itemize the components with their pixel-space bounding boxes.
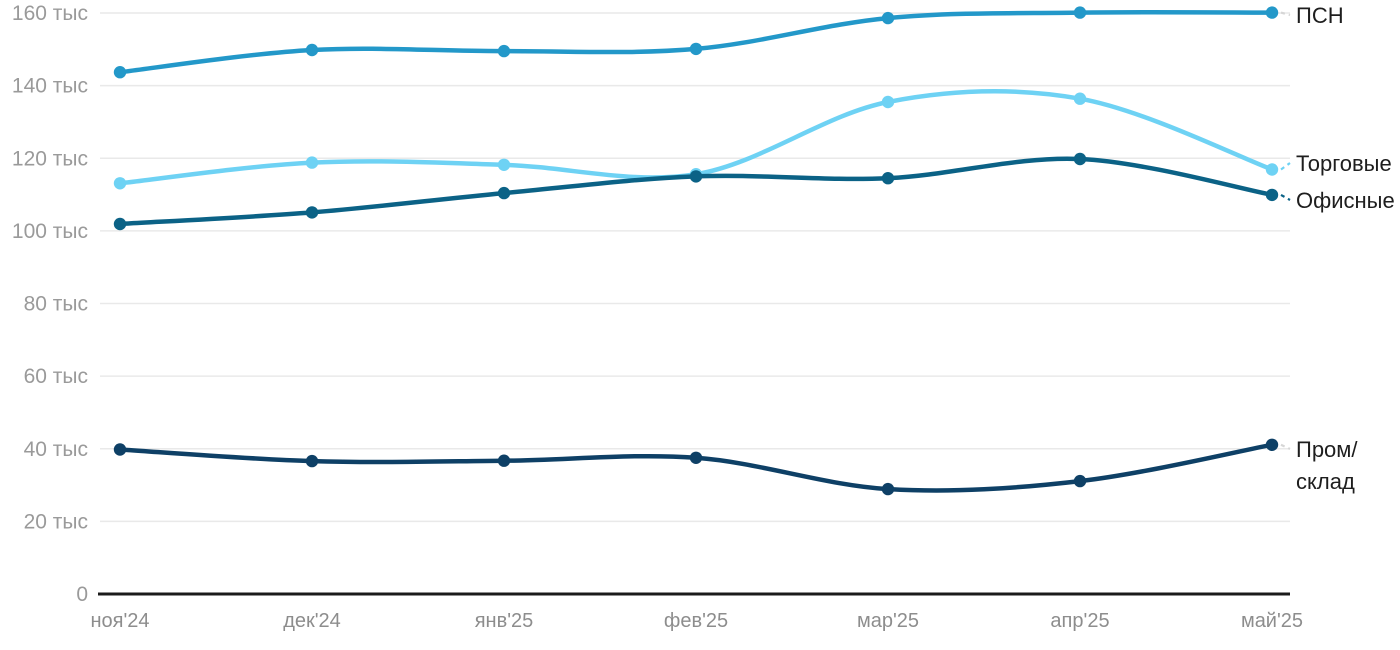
data-point-пром-склад-4 xyxy=(689,451,703,464)
data-point-пром-склад-1 xyxy=(113,443,127,456)
y-tick-label-120: 120 тыс xyxy=(12,147,88,170)
x-tick-label-7: май'25 xyxy=(1241,610,1303,632)
series-end-label-торговые: Торговые xyxy=(1296,151,1392,176)
data-point-офисные-7 xyxy=(1265,188,1279,202)
data-point-пром-склад-5 xyxy=(881,482,895,496)
y-tick-label-140: 140 тыс xyxy=(12,75,88,98)
y-tick-label-20: 20 тыс xyxy=(24,510,88,533)
data-point-офисные-1 xyxy=(113,217,127,231)
x-tick-label-4: фев'25 xyxy=(664,610,728,632)
data-point-торговые-6 xyxy=(1073,92,1087,105)
data-point-офисные-2 xyxy=(305,206,319,219)
data-point-офисные-4 xyxy=(689,170,703,183)
x-tick-label-6: апр'25 xyxy=(1050,610,1109,632)
series-end-label-псн: ПСН xyxy=(1296,3,1344,28)
data-point-пром-склад-2 xyxy=(305,454,319,468)
data-point-офисные-6 xyxy=(1073,152,1087,166)
data-point-псн-2 xyxy=(305,43,319,57)
y-tick-label-0: 0 xyxy=(76,583,88,606)
series-end-label-пром-склад-line2: склад xyxy=(1296,469,1355,494)
data-point-торговые-7 xyxy=(1265,163,1279,176)
x-tick-label-5: мар'25 xyxy=(857,610,919,632)
data-point-псн-6 xyxy=(1073,6,1087,19)
data-point-пром-склад-7 xyxy=(1265,438,1279,451)
data-point-торговые-2 xyxy=(305,156,319,169)
data-point-псн-3 xyxy=(497,44,511,58)
x-tick-label-1: ноя'24 xyxy=(90,610,149,632)
data-point-псн-7 xyxy=(1265,6,1279,19)
leader-line-псн xyxy=(1280,11,1291,17)
series-line-псн xyxy=(117,9,1275,75)
data-point-пром-склад-3 xyxy=(497,454,511,467)
data-point-пром-склад-6 xyxy=(1073,474,1087,488)
data-point-офисные-5 xyxy=(881,172,895,185)
leader-line-пром-склад xyxy=(1280,443,1291,450)
y-tick-label-100: 100 тыс xyxy=(12,220,88,243)
series-end-label-пром-склад-line1: Пром/ xyxy=(1296,437,1358,462)
leader-line-офисные xyxy=(1280,193,1291,201)
data-point-псн-4 xyxy=(689,42,703,56)
data-point-торговые-1 xyxy=(113,177,127,190)
data-point-торговые-3 xyxy=(497,158,511,171)
y-tick-label-160: 160 тыс xyxy=(12,2,88,25)
series-end-label-офисные: Офисные xyxy=(1296,188,1395,213)
y-tick-label-60: 60 тыс xyxy=(24,365,88,388)
x-tick-label-2: дек'24 xyxy=(283,610,341,632)
x-tick-label-3: янв'25 xyxy=(475,610,534,632)
data-point-торговые-5 xyxy=(881,95,895,109)
data-point-псн-5 xyxy=(881,11,895,25)
leader-line-торговые xyxy=(1280,162,1291,171)
data-point-офисные-3 xyxy=(497,186,511,200)
data-point-псн-1 xyxy=(113,66,127,79)
y-tick-label-40: 40 тыс xyxy=(24,438,88,461)
y-tick-label-80: 80 тыс xyxy=(24,293,88,316)
